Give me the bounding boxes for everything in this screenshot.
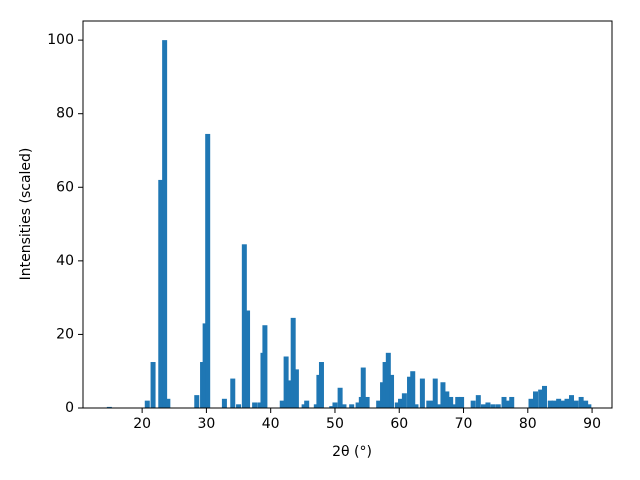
bar xyxy=(318,362,324,408)
bar xyxy=(538,389,544,408)
bar xyxy=(144,400,150,408)
x-tick-label: 20 xyxy=(133,416,151,432)
bar xyxy=(316,374,322,408)
bar xyxy=(230,378,236,408)
bar xyxy=(459,396,465,408)
bar xyxy=(283,356,289,408)
x-tick-label: 50 xyxy=(326,416,344,432)
bar xyxy=(413,404,419,408)
bar xyxy=(440,382,446,408)
bar xyxy=(560,400,566,408)
bar xyxy=(236,404,242,408)
bar xyxy=(501,396,507,408)
bar xyxy=(475,395,481,408)
bar xyxy=(200,362,206,408)
bar xyxy=(376,400,382,408)
bar xyxy=(380,382,386,408)
bar xyxy=(332,402,338,408)
y-tick-label: 40 xyxy=(56,253,74,269)
bar xyxy=(349,404,355,408)
bar xyxy=(158,179,164,408)
bar xyxy=(205,133,211,408)
bar xyxy=(485,402,491,408)
bar xyxy=(337,387,343,408)
bar xyxy=(470,400,476,408)
bar xyxy=(509,396,515,408)
bar xyxy=(221,398,227,408)
y-tick-label: 20 xyxy=(56,326,74,342)
bar xyxy=(547,400,553,408)
bar xyxy=(293,369,299,408)
bar xyxy=(556,398,562,408)
bar xyxy=(394,402,400,408)
bar xyxy=(355,402,361,408)
bar xyxy=(528,398,534,408)
bar xyxy=(490,404,496,408)
bar xyxy=(165,398,171,408)
bar xyxy=(360,367,366,408)
bar xyxy=(506,400,512,408)
bar xyxy=(407,376,413,408)
y-tick-label: 60 xyxy=(56,179,74,195)
bar xyxy=(444,391,450,408)
bar xyxy=(290,317,296,408)
bar xyxy=(301,404,307,408)
bar xyxy=(389,374,395,408)
y-tick-label: 80 xyxy=(56,106,74,122)
bar xyxy=(569,395,575,408)
x-axis-label: 2θ (°) xyxy=(332,444,372,460)
bar xyxy=(551,400,557,408)
bar xyxy=(279,400,285,408)
bar xyxy=(426,400,432,408)
bar xyxy=(329,406,335,408)
bar xyxy=(106,406,112,408)
bar xyxy=(364,396,370,408)
bar xyxy=(257,402,263,408)
bar xyxy=(286,380,292,408)
bar xyxy=(401,393,407,408)
x-tick-label: 60 xyxy=(390,416,408,432)
bar xyxy=(252,402,258,408)
bar xyxy=(419,378,425,408)
bar xyxy=(241,244,247,408)
y-tick-label: 0 xyxy=(65,400,74,416)
bar xyxy=(455,396,461,408)
bar xyxy=(313,404,319,408)
x-tick-label: 40 xyxy=(262,416,280,432)
bar xyxy=(448,396,454,408)
bar xyxy=(150,362,156,408)
bar xyxy=(573,400,579,408)
bar xyxy=(262,325,268,408)
bar xyxy=(542,385,548,408)
bar xyxy=(480,404,486,408)
y-axis-label: Intensities (scaled) xyxy=(18,148,34,281)
bar xyxy=(304,400,310,408)
bar xyxy=(385,352,391,408)
x-tick-label: 80 xyxy=(519,416,537,432)
bar xyxy=(495,404,501,408)
y-tick-label: 100 xyxy=(47,32,74,48)
x-tick-label: 70 xyxy=(455,416,473,432)
x-tick-label: 90 xyxy=(583,416,601,432)
bar xyxy=(436,404,442,408)
bar xyxy=(162,40,168,409)
bar xyxy=(564,398,570,408)
bar xyxy=(398,398,404,408)
bar xyxy=(533,391,539,408)
bar xyxy=(202,323,208,408)
bar xyxy=(382,362,388,408)
bar xyxy=(245,310,251,408)
bar xyxy=(410,371,416,408)
bar xyxy=(194,395,200,408)
bar xyxy=(341,404,347,408)
bar xyxy=(578,396,584,408)
x-tick-label: 30 xyxy=(197,416,215,432)
plot-frame xyxy=(82,20,613,409)
bar xyxy=(586,404,592,408)
bar xyxy=(452,404,458,408)
bar xyxy=(432,378,438,408)
bar xyxy=(583,400,589,408)
